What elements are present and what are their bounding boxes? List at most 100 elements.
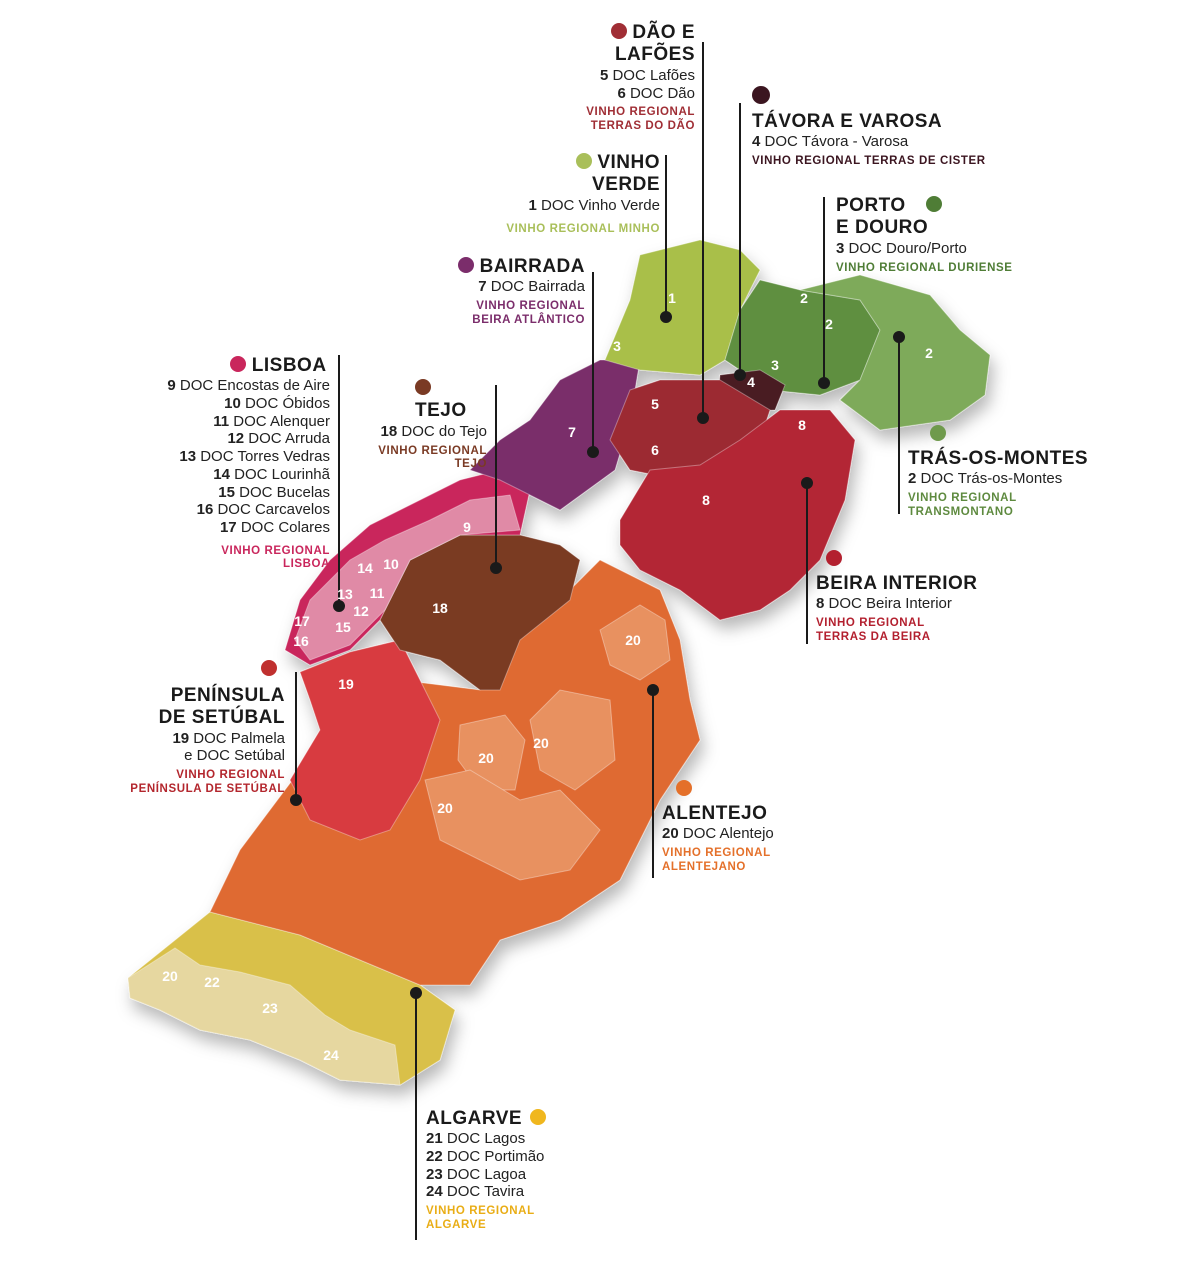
label-vinho-verde: VINHO VERDE 1 DOC Vinho Verde VINHO REGIO… — [480, 152, 660, 236]
region-bairrada — [469, 359, 641, 511]
label-tras-os-montes: TRÁS-OS-MONTES 2 DOC Trás-os-Montes VINH… — [908, 425, 1108, 519]
region-title: LISBOA — [120, 355, 330, 377]
map-number: 6 — [651, 442, 659, 458]
map-number: 13 — [337, 586, 353, 602]
doc-item: e DOC Setúbal — [184, 747, 285, 765]
map-number: 8 — [798, 417, 806, 433]
doc-item: 9 DOC Encostas de Aire — [167, 377, 330, 395]
vinho-regional-label: VINHO REGIONAL TERRAS DE CISTER — [752, 154, 986, 167]
doc-item: 5 DOC Lafões — [599, 66, 695, 84]
region-dot — [610, 23, 627, 39]
region-dot — [930, 425, 946, 441]
map-number: 19 — [338, 676, 354, 692]
doc-item: 19 DOC Palmela — [172, 729, 285, 747]
region-beira-interior — [619, 409, 856, 621]
doc-item: 21 DOC Lagos — [426, 1130, 526, 1148]
map-number: 14 — [357, 560, 373, 576]
vinho-regional-label: VINHO REGIONAL ALGARVE — [426, 1205, 535, 1231]
region-title: PORTO E DOURO — [836, 195, 1056, 240]
label-peninsula-setubal: PENÍNSULA DE SETÚBAL 19 DOC Palmela e DOC… — [100, 660, 285, 796]
region-vinho-verde — [604, 239, 761, 376]
doc-item: 18 DOC do Tejo — [380, 422, 487, 440]
label-alentejo: ALENTEJO 20 DOC Alentejo VINHO REGIONAL A… — [662, 780, 862, 874]
label-beira-interior: BEIRA INTERIOR 8 DOC Beira Interior VINH… — [816, 550, 1016, 644]
region-title: ALENTEJO — [662, 802, 768, 824]
vinho-regional-label: VINHO REGIONAL LISBOA — [221, 544, 330, 571]
doc-item: 15 DOC Bucelas — [218, 483, 330, 501]
doc-item: 22 DOC Portimão — [426, 1148, 545, 1166]
doc-item: 14 DOC Lourinhã — [213, 465, 330, 483]
vinho-regional-label: VINHO REGIONAL TERRAS DO DÃO — [586, 106, 695, 132]
map-number: 24 — [323, 1047, 339, 1063]
map-number: 5 — [651, 396, 659, 412]
region-dot — [529, 1109, 546, 1125]
doc-item: 4 DOC Távora - Varosa — [752, 133, 909, 151]
region-alentejo-sub-a — [599, 604, 671, 681]
vinho-regional-label: VINHO REGIONAL ALENTEJANO — [662, 846, 771, 873]
region-dot — [415, 379, 431, 395]
map-number: 1 — [668, 290, 676, 306]
vinho-regional-label: VINHO REGIONAL MINHO — [506, 222, 660, 235]
map-number: 20 — [162, 968, 178, 984]
doc-item: 11 DOC Alenquer — [213, 412, 330, 430]
map-number: 15 — [335, 619, 351, 635]
doc-item: 13 DOC Torres Vedras — [179, 448, 330, 466]
label-lisboa: LISBOA 9 DOC Encostas de Aire 10 DOC Óbi… — [120, 355, 330, 572]
map-number: 17 — [294, 613, 310, 629]
vinho-regional-label: VINHO REGIONAL BEIRA ATLÂNTICO — [472, 300, 585, 326]
region-lisboa-docs — [294, 494, 521, 661]
map-number: 3 — [771, 357, 779, 373]
doc-item: 6 DOC Dão — [617, 84, 695, 102]
map-number: 8 — [702, 492, 710, 508]
map-number-labels: 1 2 2 2 3 3 4 5 6 7 8 8 9 10 11 12 13 14… — [162, 290, 933, 1063]
region-alentejo-sub-d — [424, 769, 601, 881]
doc-item: 23 DOC Lagoa — [426, 1165, 527, 1183]
region-title: PENÍNSULA DE SETÚBAL — [158, 684, 285, 729]
map-number: 20 — [533, 735, 549, 751]
doc-item: 12 DOC Arruda — [227, 430, 330, 448]
doc-item: 24 DOC Tavira — [426, 1183, 525, 1201]
map-number: 9 — [463, 519, 471, 535]
region-title: VINHO VERDE — [480, 152, 660, 197]
map-number: 22 — [204, 974, 220, 990]
map-number: 2 — [825, 316, 833, 332]
vinho-regional-label: VINHO REGIONAL PENÍNSULA DE SETÚBAL — [130, 769, 285, 795]
leader-lines — [290, 42, 905, 1240]
label-tavora-varosa: TÁVORA E VAROSA 4 DOC Távora - Varosa VI… — [752, 86, 1032, 169]
map-number: 7 — [568, 424, 576, 440]
map-number: 20 — [478, 750, 494, 766]
region-alentejo-sub-b — [457, 714, 526, 791]
region-title: DÃO E LAFÕES — [545, 22, 695, 67]
map-number: 18 — [432, 600, 448, 616]
region-dot — [230, 356, 246, 372]
region-dot — [752, 86, 770, 104]
map-number: 2 — [925, 345, 933, 361]
vinho-regional-label: VINHO REGIONAL TEJO — [378, 444, 487, 471]
label-algarve: ALGARVE 21 DOC Lagos 22 DOC Portimão 23 … — [426, 1108, 626, 1232]
map-number: 10 — [383, 556, 399, 572]
region-dot — [925, 196, 942, 212]
doc-item: 1 DOC Vinho Verde — [528, 196, 660, 214]
map-number: 23 — [262, 1000, 278, 1016]
region-dot — [261, 660, 277, 676]
doc-item: 16 DOC Carcavelos — [196, 501, 330, 519]
region-title: TÁVORA E VAROSA — [752, 110, 943, 132]
region-alentejo-sub-c — [529, 689, 616, 791]
region-tras-os-montes — [799, 274, 991, 431]
region-dot — [826, 550, 842, 566]
map-number: 16 — [293, 633, 309, 649]
doc-item: 20 DOC Alentejo — [662, 825, 774, 843]
region-title: ALGARVE — [426, 1108, 626, 1130]
region-dot — [457, 257, 474, 273]
region-dot — [575, 153, 592, 169]
doc-item: 8 DOC Beira Interior — [816, 595, 952, 613]
map-number: 4 — [747, 374, 755, 390]
vinho-regional-label: VINHO REGIONAL TRANSMONTANO — [908, 491, 1017, 518]
label-bairrada: BAIRRADA 7 DOC Bairrada VINHO REGIONAL BE… — [400, 256, 585, 327]
region-title: BEIRA INTERIOR — [816, 572, 978, 594]
map-number: 2 — [800, 290, 808, 306]
label-porto-douro: PORTO E DOURO 3 DOC Douro/Porto VINHO RE… — [836, 195, 1056, 275]
doc-item: 2 DOC Trás-os-Montes — [908, 470, 1063, 488]
